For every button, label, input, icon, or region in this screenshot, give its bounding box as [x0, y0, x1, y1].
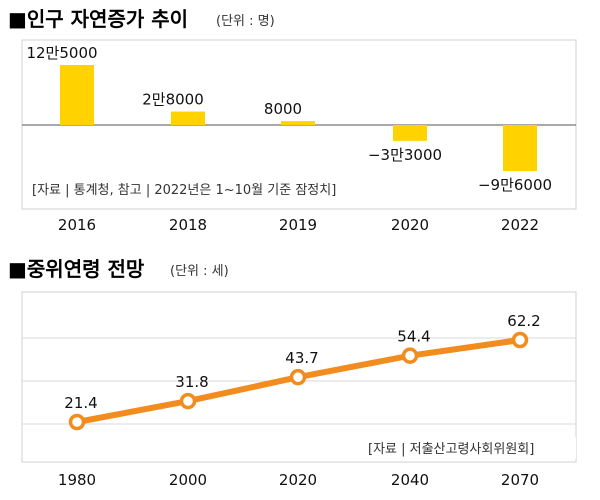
point-value-label-2020: 43.7	[285, 349, 318, 367]
bar-value-label-2019: 8000	[264, 100, 302, 118]
median-age-plot-frame	[21, 291, 577, 463]
point-2020	[289, 368, 307, 386]
point-value-label-2070: 62.2	[507, 312, 540, 330]
bar-value-label-2022: −9만6000	[478, 176, 552, 194]
point-value-label-2040: 54.4	[397, 328, 430, 346]
bar-value-label-2018: 2만8000	[142, 91, 204, 109]
median-age-line: 21.4 1980 31.8 2000 43.7 2020 54.4 2040 62.2 2070	[58, 312, 541, 489]
median-age-source-note: [자료 | 저출산고령사회위원회]	[368, 442, 534, 457]
median-age-chart-title: ■중위연령 전망	[8, 257, 145, 281]
bar-value-label-2016: 12만5000	[26, 44, 97, 62]
bar-category-tick-2019: 2019	[279, 216, 317, 234]
bar-2020	[393, 125, 427, 141]
line-category-tick-2020: 2020	[279, 471, 317, 489]
point-2000	[179, 392, 197, 410]
line-category-tick-2040: 2040	[391, 471, 429, 489]
bar-2019	[281, 121, 315, 125]
bar-2018	[171, 111, 205, 125]
bar-2022	[503, 125, 537, 172]
point-value-label-2000: 31.8	[175, 373, 208, 391]
bar-category-tick-2018: 2018	[169, 216, 207, 234]
bar-value-label-2020: −3만3000	[368, 146, 442, 164]
point-value-label-1980: 21.4	[64, 394, 97, 412]
point-2070	[511, 331, 529, 349]
population-unit-note: (단위 : 명)	[216, 14, 275, 29]
population-source-note: [자료 | 통계청, 참고 | 2022년은 1~10월 기준 잠정치]	[32, 183, 336, 198]
line-category-tick-2000: 2000	[169, 471, 207, 489]
population-bars: 12만5000 2016 2만8000 2018 8000 2019 −3만3000 2020…	[26, 44, 552, 234]
median-age-unit-note: (단위 : 세)	[170, 264, 229, 279]
bar-category-tick-2022: 2022	[501, 216, 539, 234]
bar-category-tick-2020: 2020	[391, 216, 429, 234]
bar-2016	[60, 65, 94, 125]
point-2040	[401, 347, 419, 364]
point-1980	[68, 413, 86, 431]
line-category-tick-1980: 1980	[58, 471, 96, 489]
bar-category-tick-2016: 2016	[58, 216, 96, 234]
population-chart-title: ■인구 자연증가 추이	[8, 7, 188, 31]
median-age-source-backdrop	[364, 437, 576, 459]
line-category-tick-2070: 2070	[501, 471, 539, 489]
